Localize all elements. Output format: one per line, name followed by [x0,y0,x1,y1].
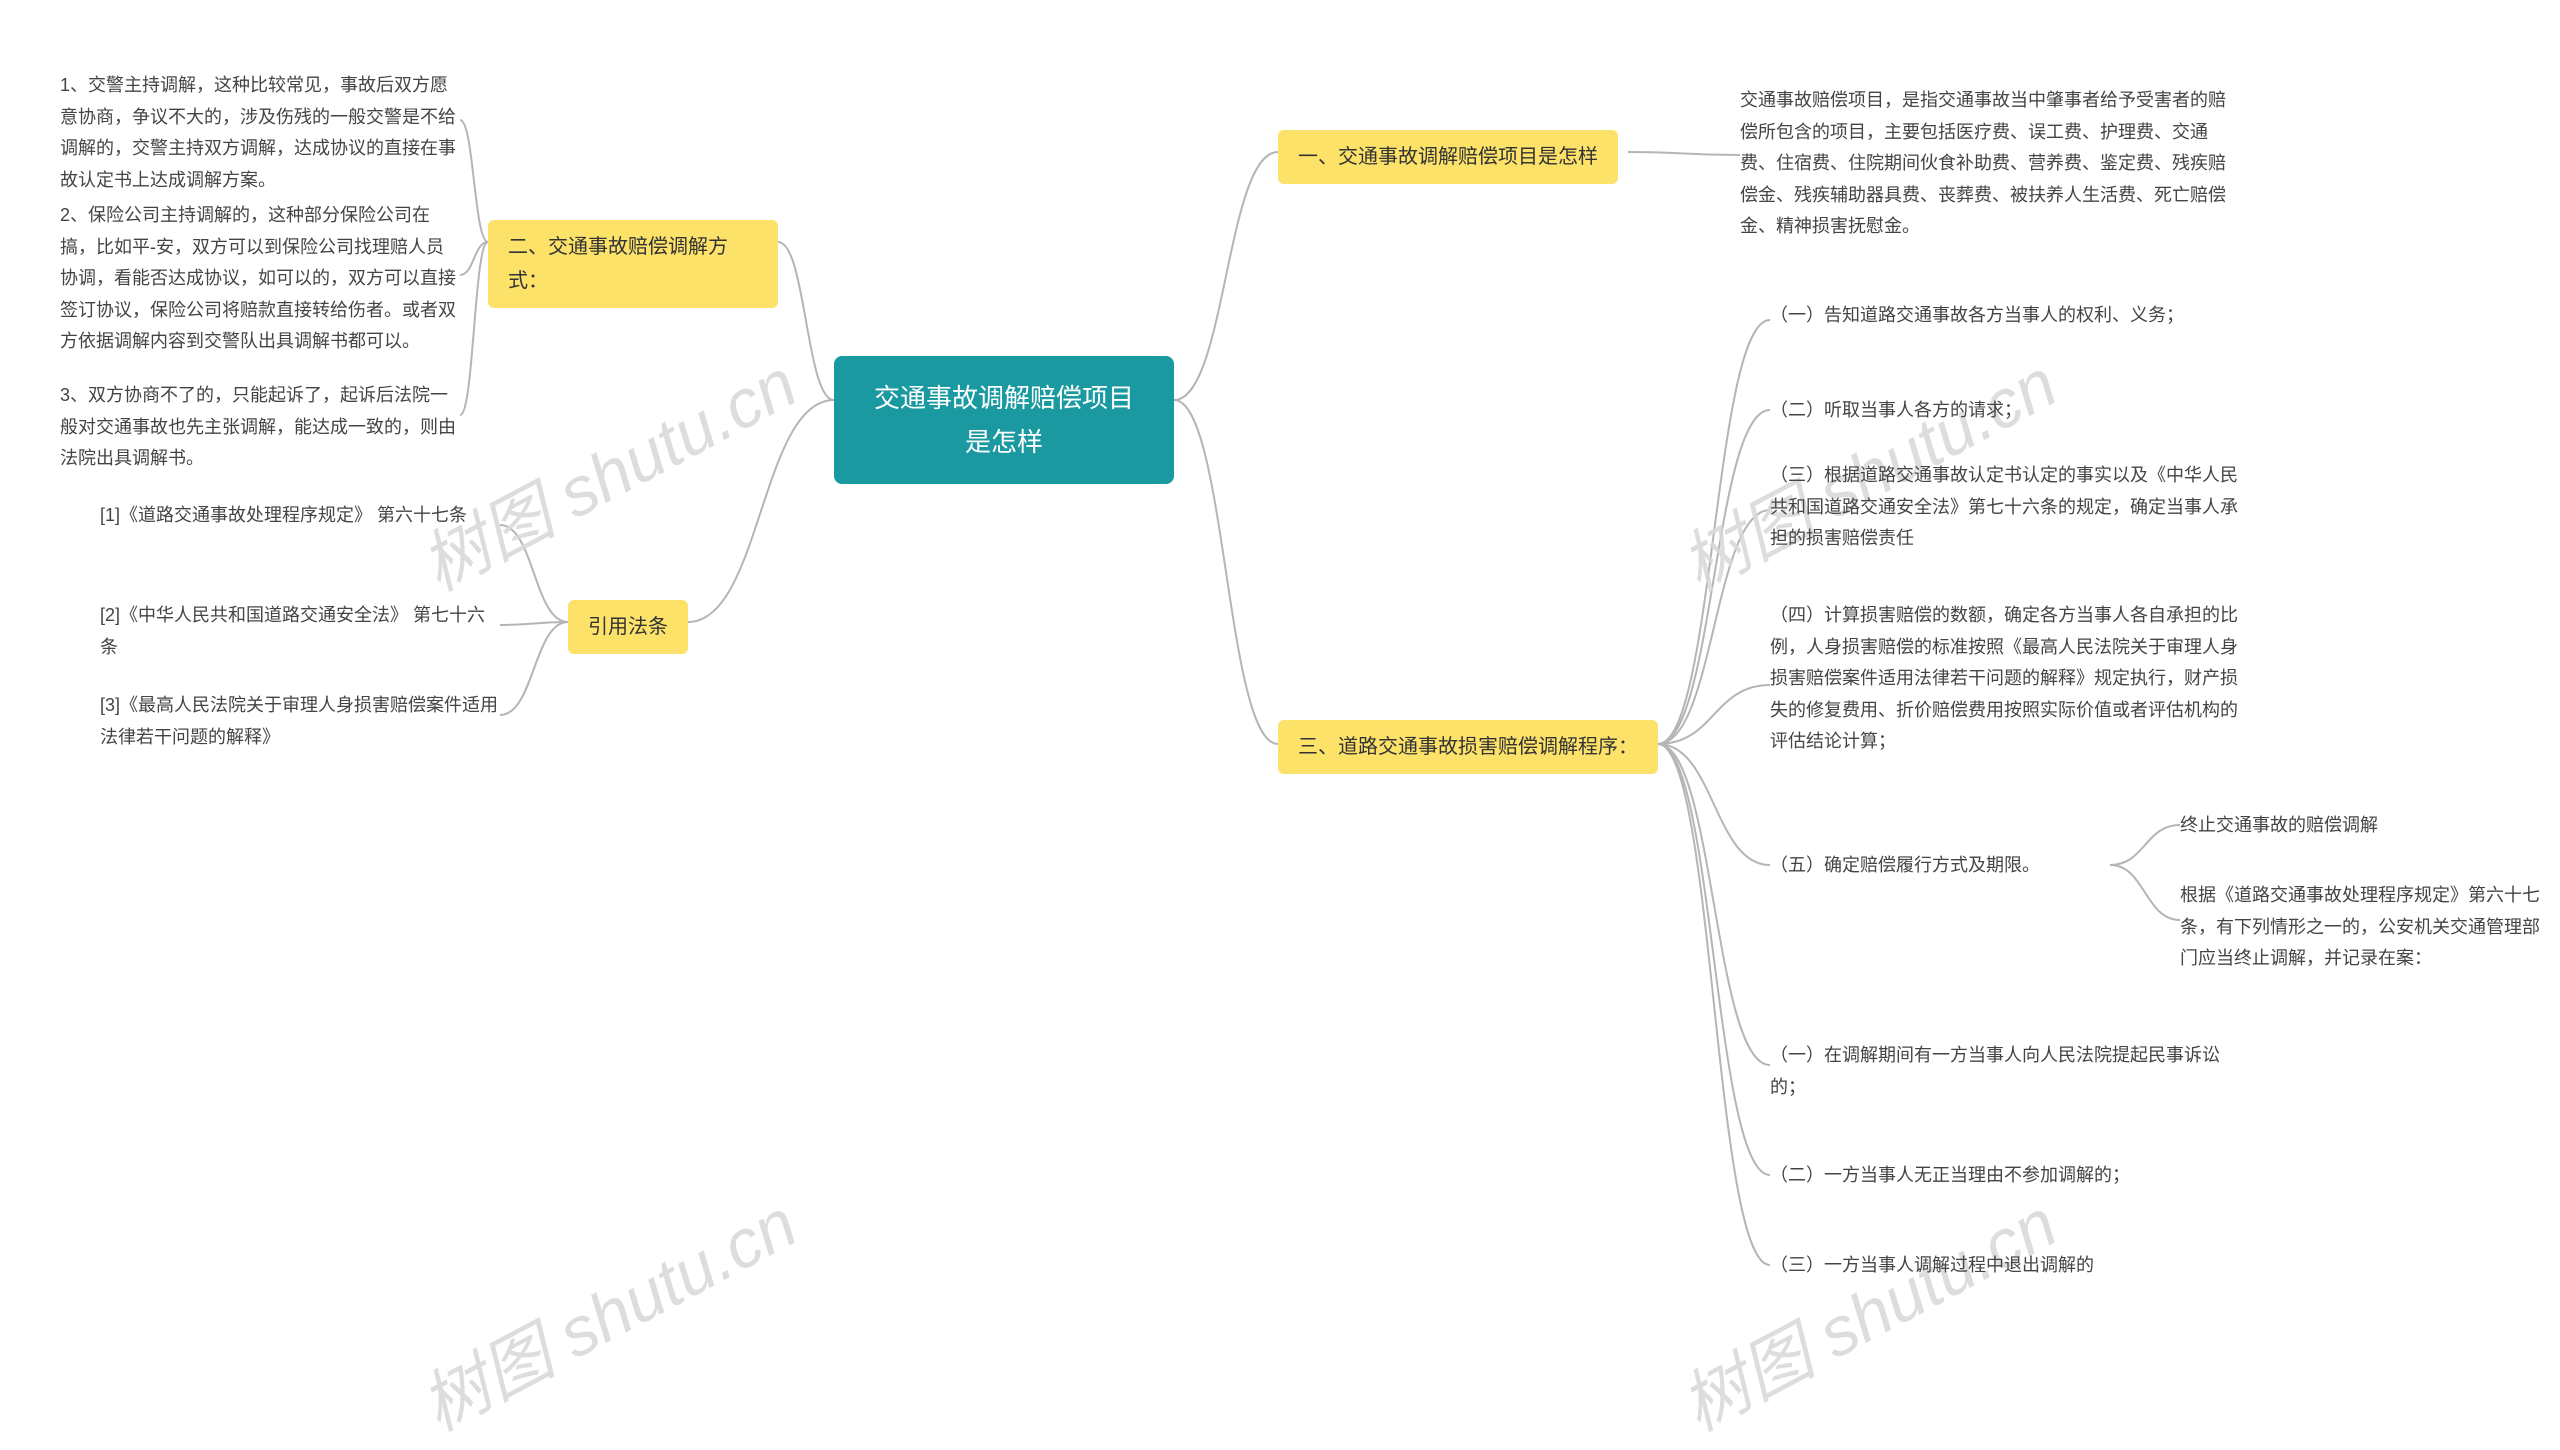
leaf-node: 3、双方协商不了的，只能起诉了，起诉后法院一般对交通事故也先主张调解，能达成一致… [60,380,460,475]
leaf-node: （三）一方当事人调解过程中退出调解的 [1770,1250,2230,1282]
watermark: 树图 shutu.cn [1661,1169,2071,1450]
watermark: 树图 shutu.cn [401,329,811,610]
leaf-node: [1]《道路交通事故处理程序规定》 第六十七条 [100,500,500,532]
leaf-node: 根据《道路交通事故处理程序规定》第六十七条，有下列情形之一的，公安机关交通管理部… [2180,880,2540,975]
branch-node: 引用法条 [568,600,688,654]
branch-node: 二、交通事故赔偿调解方式： [488,220,778,308]
leaf-node: 2、保险公司主持调解的，这种部分保险公司在搞，比如平-安，双方可以到保险公司找理… [60,200,460,358]
leaf-node: （三）根据道路交通事故认定书认定的事实以及《中华人民共和国道路交通安全法》第七十… [1770,460,2240,555]
leaf-node: [2]《中华人民共和国道路交通安全法》 第七十六条 [100,600,500,663]
branch-node: 一、交通事故调解赔偿项目是怎样 [1278,130,1618,184]
leaf-node: （四）计算损害赔偿的数额，确定各方当事人各自承担的比例，人身损害赔偿的标准按照《… [1770,600,2240,758]
leaf-node: （五）确定赔偿履行方式及期限。 [1770,850,2110,882]
leaf-node: （一）在调解期间有一方当事人向人民法院提起民事诉讼的； [1770,1040,2230,1103]
branch-node: 三、道路交通事故损害赔偿调解程序： [1278,720,1658,774]
watermark: 树图 shutu.cn [401,1169,811,1450]
leaf-node: （一）告知道路交通事故各方当事人的权利、义务； [1770,300,2230,332]
leaf-node: 终止交通事故的赔偿调解 [2180,810,2480,842]
leaf-node: （二）一方当事人无正当理由不参加调解的； [1770,1160,2230,1192]
leaf-node: [3]《最高人民法院关于审理人身损害赔偿案件适用法律若干问题的解释》 [100,690,500,753]
leaf-node: 交通事故赔偿项目，是指交通事故当中肇事者给予受害者的赔偿所包含的项目，主要包括医… [1740,85,2240,243]
center-node: 交通事故调解赔偿项目是怎样 [834,356,1174,484]
leaf-node: （二）听取当事人各方的请求； [1770,395,2230,427]
leaf-node: 1、交警主持调解，这种比较常见，事故后双方愿意协商，争议不大的，涉及伤残的一般交… [60,70,460,196]
